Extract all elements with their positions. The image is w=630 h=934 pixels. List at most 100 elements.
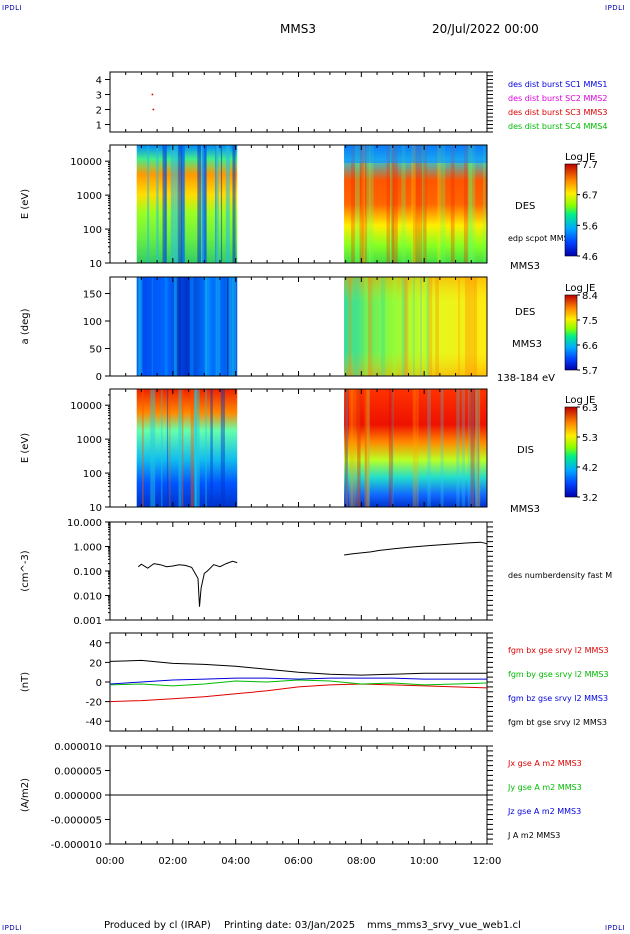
des-pitch-stripe <box>137 277 141 376</box>
des-pitch-stripe <box>411 277 414 376</box>
dis-energy-stripe <box>427 389 431 507</box>
current-legend-item: Jz gse A m2 MMS3 <box>507 807 581 816</box>
x-tick-label: 00:00 <box>96 856 125 867</box>
plot-datetime: 20/Jul/2022 00:00 <box>432 22 539 36</box>
dis-energy-stripe <box>416 389 419 507</box>
des-energy-stripe <box>200 145 204 263</box>
des-energy-stripe <box>170 145 175 263</box>
footer-filename: mms_mms3_srvy_vue_web1.cl <box>367 920 521 931</box>
des-pitch-colorbar-tick-label: 8.4 <box>582 291 598 302</box>
dis-energy-colorbar <box>564 406 578 498</box>
des-energy-colorbar-title: Log JE <box>565 152 595 163</box>
des-pitch-colorbar-tick-label: 5.7 <box>582 366 598 377</box>
des-pitch-ytick-label: 150 <box>83 290 102 301</box>
spacecraft-title: MMS3 <box>280 22 316 36</box>
des-energy-stripe <box>225 145 230 263</box>
panel-side-label: DIS <box>517 445 534 456</box>
des-pitch-colorbar-title: Log JE <box>565 283 595 294</box>
dis-energy-coverage-block <box>136 389 238 507</box>
bfield-ytick-label: 20 <box>89 658 102 669</box>
des-energy-stripe <box>421 145 426 263</box>
des-energy-ylabel: E (eV) <box>20 189 31 219</box>
dis-energy-stripe <box>150 389 156 507</box>
bfield-legend-item: fgm bx gse srvy l2 MMS3 <box>508 646 609 655</box>
des-pitch-ylabel: a (deg) <box>20 308 31 344</box>
dis-energy-stripe <box>166 389 169 507</box>
burst-point <box>152 108 155 111</box>
des-pitch-stripe <box>425 277 429 376</box>
corner-label-top-left: IPDLI <box>2 4 23 12</box>
dis-energy-stripe <box>210 389 213 507</box>
x-tick-label: 04:00 <box>221 856 250 867</box>
des-energy-stripe <box>351 145 355 263</box>
dis-energy-stripe <box>467 389 470 507</box>
des-pitch-stripe <box>189 277 194 376</box>
dis-energy-stripe <box>194 389 200 507</box>
bfield-ytick-label: -40 <box>86 717 102 728</box>
des-energy-stripe <box>401 145 406 263</box>
des-pitch-stripe <box>403 277 409 376</box>
dis-energy-stripe <box>351 389 356 507</box>
burst-legend-item: des dist burst SC4 MMS4 <box>508 122 607 131</box>
current-ylabel: (A/m2) <box>20 778 31 812</box>
current-ytick-label: 0.000000 <box>54 791 102 802</box>
des-energy-stripe <box>354 145 360 263</box>
density-legend-item: des numberdensity fast M <box>508 571 612 580</box>
des-pitch-ytick-label: 100 <box>83 317 102 328</box>
panel-side-label: edp scpot MMS3 <box>508 234 574 243</box>
des-pitch-stripe <box>392 277 397 376</box>
des-energy-stripe <box>359 145 364 263</box>
des-energy-stripe <box>463 145 469 263</box>
des-energy-colorbar-tick-label: 7.7 <box>582 160 598 171</box>
bfield-ytick-label: 40 <box>89 639 102 650</box>
des-energy-colorbar-tick-label: 4.6 <box>582 252 598 263</box>
dis-energy-stripe <box>169 389 171 507</box>
dis-energy-colorbar-tick-label: 5.3 <box>582 433 598 444</box>
des-energy-coverage-block <box>344 145 487 263</box>
burst-legend-item: des dist burst SC3 MMS3 <box>508 108 607 117</box>
bfield-ylabel: (nT) <box>20 672 31 692</box>
x-tick-label: 02:00 <box>158 856 187 867</box>
des-energy-stripe <box>174 145 179 263</box>
density-ytick-label: 0.100 <box>73 567 102 578</box>
burst-ytick-label: 1 <box>96 121 102 132</box>
des-pitch-coverage-block <box>136 277 238 376</box>
density-ytick-label: 10.000 <box>67 518 102 529</box>
dis-energy-stripe <box>181 389 184 507</box>
dis-energy-stripe <box>475 389 481 507</box>
des-pitch-stripe <box>469 277 475 376</box>
bfield-frame <box>109 632 488 732</box>
des-pitch-ytick-label: 0 <box>96 372 102 383</box>
dis-energy-stripe <box>345 389 349 507</box>
density-series-line <box>137 560 238 607</box>
des-energy-stripe <box>361 145 366 263</box>
corner-label-bottom-left: IPDLI <box>2 924 23 932</box>
burst-panel-frame <box>109 71 488 133</box>
des-energy-stripe <box>162 145 167 263</box>
current-ytick-label: -0.000010 <box>51 840 102 851</box>
des-pitch-stripe <box>401 277 407 376</box>
dis-energy-stripe <box>345 389 348 507</box>
des-energy-stripe <box>467 145 473 263</box>
current-ytick-label: 0.000010 <box>54 742 102 753</box>
des-pitch-stripe <box>206 277 211 376</box>
des-energy-stripe <box>386 145 390 263</box>
des-energy-colorbar-tick-label: 5.6 <box>582 221 598 232</box>
dis-energy-stripe <box>364 389 368 507</box>
panel-side-label: MMS3 <box>510 504 540 515</box>
des-pitch-stripe <box>164 277 168 376</box>
dis-energy-stripe <box>350 389 353 507</box>
des-pitch-stripe <box>224 277 227 376</box>
des-energy-stripe <box>362 145 368 263</box>
x-tick-label: 08:00 <box>347 856 376 867</box>
des-energy-coverage-block <box>136 145 238 263</box>
dis-energy-stripe <box>367 389 370 507</box>
des-energy-stripe <box>482 145 486 263</box>
des-energy-stripe <box>411 145 416 263</box>
dis-energy-ytick-label: 10000 <box>70 401 102 412</box>
burst-point <box>151 93 154 96</box>
dis-energy-ytick-label: 100 <box>83 469 102 480</box>
panel-side-label: MMS3 <box>512 339 542 350</box>
des-energy-stripe <box>423 145 427 263</box>
des-pitch-stripe <box>232 277 237 376</box>
